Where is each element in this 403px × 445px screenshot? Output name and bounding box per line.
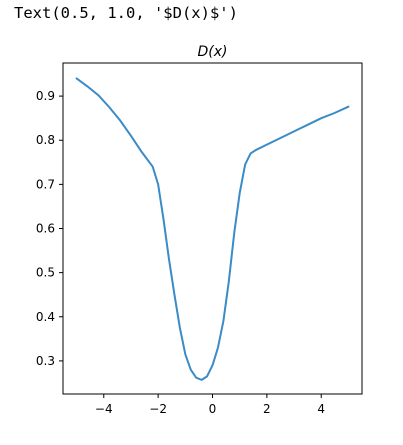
y-tick-label: 0.7: [36, 177, 55, 191]
cell-output-text: Text(0.5, 1.0, '$D(x)$'): [14, 4, 238, 22]
x-tick-label: 2: [263, 402, 271, 416]
series-group: [75, 77, 350, 381]
y-tick-label: 0.5: [36, 266, 55, 280]
y-tick-label: 0.3: [36, 354, 55, 368]
y-axis-ticks: 0.3 0.4 0.5 0.6 0.7 0.8 0.9: [36, 89, 63, 368]
y-tick-label: 0.9: [36, 89, 55, 103]
x-tick-label: −4: [95, 402, 113, 416]
x-tick-label: 0: [209, 402, 217, 416]
y-tick-label: 0.4: [36, 310, 55, 324]
x-tick-label: −2: [149, 402, 167, 416]
chart-title: D(x): [198, 44, 228, 60]
y-tick-label: 0.8: [36, 133, 55, 147]
plot-frame: [62, 62, 363, 395]
series-line: [75, 77, 350, 381]
y-tick-label: 0.6: [36, 222, 55, 236]
x-tick-label: 4: [317, 402, 325, 416]
x-axis-ticks: −4 −2 0 2 4: [95, 394, 325, 416]
